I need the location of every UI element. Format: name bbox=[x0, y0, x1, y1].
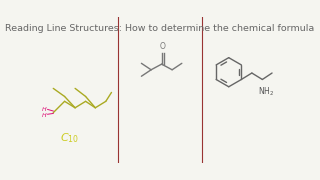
Text: NH$_2$: NH$_2$ bbox=[258, 86, 274, 98]
Text: O: O bbox=[160, 42, 165, 51]
Text: $C_{10}$: $C_{10}$ bbox=[60, 132, 79, 145]
Text: Reading Line Structures: How to determine the chemical formula: Reading Line Structures: How to determin… bbox=[5, 24, 315, 33]
Text: H: H bbox=[42, 107, 47, 112]
Text: H: H bbox=[42, 112, 47, 118]
